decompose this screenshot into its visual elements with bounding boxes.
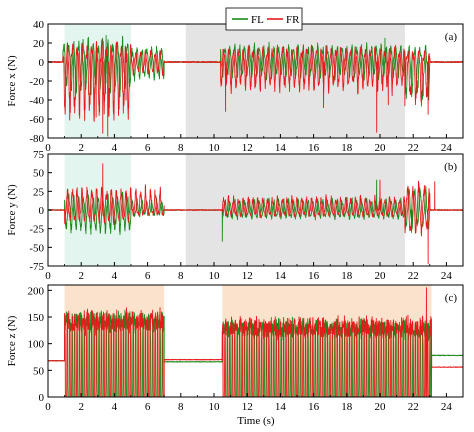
plot-area: [48, 163, 463, 265]
x-tick-label: 2: [78, 401, 84, 413]
x-tick-label: 8: [178, 142, 184, 154]
x-tick-label: 0: [45, 401, 51, 413]
y-tick-label: 0: [39, 392, 45, 404]
y-tick-label: 40: [33, 19, 45, 31]
x-tick-label: 12: [242, 142, 253, 154]
x-tick-label: 6: [145, 270, 151, 282]
panel-tag: (a): [445, 31, 458, 43]
x-tick-label: 18: [341, 142, 353, 154]
x-tick-label: 20: [375, 142, 387, 154]
x-tick-label: 16: [308, 401, 320, 413]
y-tick-label: -20: [29, 76, 44, 88]
series-line-fr: [48, 163, 463, 265]
panel-tag: (b): [444, 161, 457, 173]
series-line-fr: [48, 39, 463, 137]
x-tick-label: 14: [275, 270, 287, 282]
y-axis-title: Force z (N): [6, 315, 18, 366]
x-axis-title: Time (s): [237, 415, 275, 427]
y-tick-label: 50: [33, 168, 45, 180]
plot-area: [48, 34, 463, 137]
x-tick-label: 4: [112, 270, 118, 282]
x-tick-label: 24: [441, 270, 453, 282]
legend-box: [225, 7, 303, 31]
x-tick-label: 4: [112, 142, 118, 154]
y-tick-label: 75: [33, 149, 45, 161]
legend-label-fl: FL: [251, 14, 264, 26]
y-tick-label: 25: [33, 186, 45, 198]
x-tick-label: 24: [441, 401, 453, 413]
x-tick-label: 2: [78, 142, 84, 154]
x-tick-label: 14: [275, 142, 287, 154]
x-tick-label: 22: [408, 142, 419, 154]
series-line-fr: [48, 287, 463, 397]
shaded-region: [64, 24, 131, 138]
x-tick-label: 16: [308, 270, 320, 282]
x-tick-label: 22: [408, 270, 419, 282]
y-tick-label: 50: [33, 365, 45, 377]
x-tick-label: 8: [178, 401, 184, 413]
x-tick-label: 0: [45, 142, 51, 154]
plot-area: [48, 287, 463, 397]
y-axis-title: Force y (N): [6, 184, 18, 236]
x-tick-label: 16: [308, 142, 320, 154]
x-tick-label: 2: [78, 270, 84, 282]
x-tick-label: 22: [408, 401, 419, 413]
y-tick-label: 20: [33, 38, 45, 50]
x-tick-label: 6: [145, 142, 151, 154]
plot-frame: [47, 284, 464, 398]
y-tick-label: -60: [29, 114, 44, 126]
x-tick-label: 12: [242, 401, 253, 413]
panel-tag: (c): [445, 292, 458, 304]
x-tick-label: 14: [275, 401, 287, 413]
x-tick-label: 12: [242, 270, 253, 282]
y-tick-label: -40: [29, 95, 44, 107]
y-axis-title: Force x (N): [6, 55, 18, 107]
x-tick-label: 24: [441, 142, 453, 154]
y-tick-label: 150: [28, 312, 45, 324]
legend: FL FR: [225, 7, 303, 31]
y-tick-label: -80: [29, 133, 44, 145]
x-tick-label: 20: [375, 270, 387, 282]
y-tick-label: 0: [39, 205, 45, 217]
x-tick-label: 0: [45, 270, 51, 282]
legend-label-fr: FR: [286, 14, 300, 26]
y-tick-label: 100: [28, 339, 45, 351]
x-tick-label: 18: [341, 401, 353, 413]
y-tick-label: 200: [28, 285, 45, 297]
x-tick-label: 8: [178, 270, 184, 282]
y-tick-label: -25: [29, 224, 44, 236]
x-tick-label: 10: [209, 270, 221, 282]
x-tick-label: 10: [209, 142, 221, 154]
y-tick-label: 0: [39, 57, 45, 69]
y-tick-label: -50: [29, 242, 44, 254]
x-tick-label: 4: [112, 401, 118, 413]
x-tick-label: 18: [341, 270, 353, 282]
x-tick-label: 20: [375, 401, 387, 413]
x-tick-label: 6: [145, 401, 151, 413]
x-tick-label: 10: [209, 401, 221, 413]
y-tick-label: -75: [29, 261, 44, 273]
